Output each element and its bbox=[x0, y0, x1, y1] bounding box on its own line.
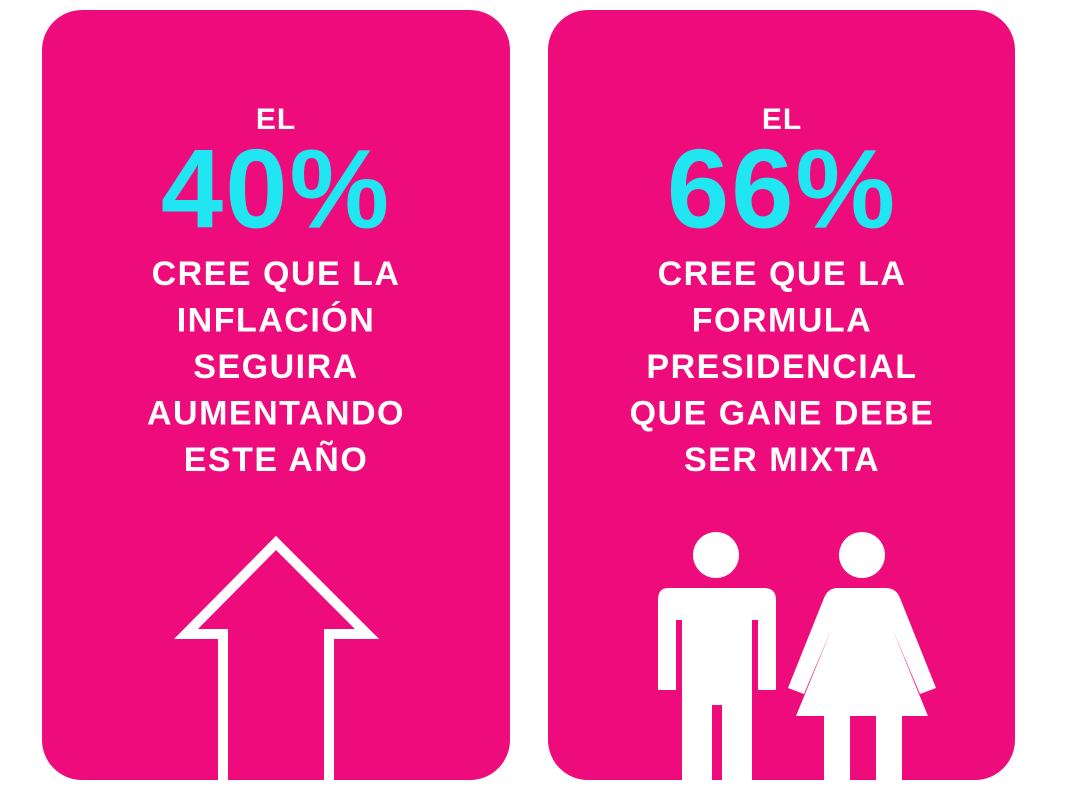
prefix: EL bbox=[762, 103, 802, 136]
description-line: PRESIDENCIAL bbox=[646, 348, 917, 386]
description-line: AUMENTANDO bbox=[147, 394, 405, 432]
prefix: EL bbox=[256, 103, 296, 136]
description-line: SER MIXTA bbox=[684, 441, 880, 479]
card bbox=[42, 10, 510, 780]
description-line: QUE GANE DEBE bbox=[630, 394, 935, 432]
description-line: SEGUIRA bbox=[193, 348, 358, 386]
description-line: ESTE AÑO bbox=[184, 441, 369, 479]
description-line: FORMULA bbox=[692, 301, 872, 339]
card bbox=[548, 10, 1015, 780]
arrow-icon bbox=[174, 535, 380, 780]
description-line: CREE QUE LA bbox=[658, 255, 907, 293]
people-icon bbox=[658, 532, 936, 780]
stat: 40% bbox=[161, 127, 391, 252]
description-line: INFLACIÓN bbox=[177, 301, 376, 339]
stat: 66% bbox=[667, 127, 897, 252]
description-line: CREE QUE LA bbox=[152, 255, 401, 293]
